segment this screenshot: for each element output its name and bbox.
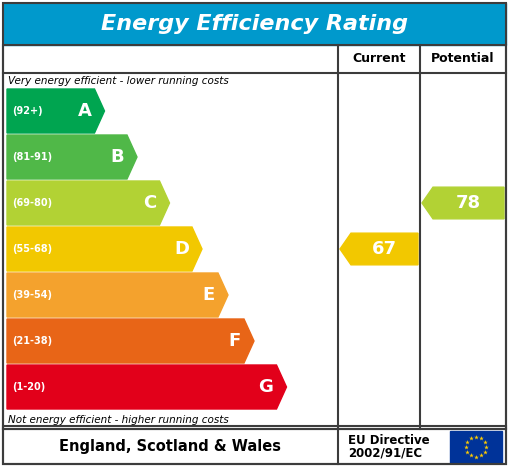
Bar bbox=[3, 45, 506, 429]
Polygon shape bbox=[7, 365, 287, 409]
Text: EU Directive: EU Directive bbox=[348, 434, 430, 447]
Text: (92+): (92+) bbox=[12, 106, 43, 116]
Text: Potential: Potential bbox=[431, 52, 495, 65]
Text: 78: 78 bbox=[456, 194, 481, 212]
Text: (81-91): (81-91) bbox=[12, 152, 52, 162]
Bar bbox=[3, 3, 506, 45]
Text: D: D bbox=[174, 240, 189, 258]
Bar bbox=[450, 431, 502, 462]
Text: England, Scotland & Wales: England, Scotland & Wales bbox=[60, 439, 281, 454]
Polygon shape bbox=[422, 187, 504, 219]
Text: (21-38): (21-38) bbox=[12, 336, 52, 346]
Text: E: E bbox=[203, 286, 215, 304]
Text: Very energy efficient - lower running costs: Very energy efficient - lower running co… bbox=[8, 76, 229, 86]
Bar bbox=[3, 426, 506, 464]
Text: (55-68): (55-68) bbox=[12, 244, 52, 254]
Text: (69-80): (69-80) bbox=[12, 198, 52, 208]
Text: G: G bbox=[259, 378, 273, 396]
Polygon shape bbox=[7, 181, 169, 225]
Polygon shape bbox=[340, 233, 418, 265]
Text: B: B bbox=[110, 148, 124, 166]
Text: A: A bbox=[78, 102, 92, 120]
Text: Current: Current bbox=[352, 52, 406, 65]
Polygon shape bbox=[7, 227, 202, 271]
Text: 67: 67 bbox=[372, 240, 397, 258]
Text: (1-20): (1-20) bbox=[12, 382, 45, 392]
Text: 2002/91/EC: 2002/91/EC bbox=[348, 446, 422, 459]
Text: C: C bbox=[143, 194, 156, 212]
Text: (39-54): (39-54) bbox=[12, 290, 52, 300]
Text: Not energy efficient - higher running costs: Not energy efficient - higher running co… bbox=[8, 415, 229, 425]
Text: F: F bbox=[229, 332, 241, 350]
Polygon shape bbox=[7, 319, 254, 363]
Polygon shape bbox=[7, 273, 228, 317]
Polygon shape bbox=[7, 135, 137, 179]
Polygon shape bbox=[7, 89, 104, 133]
Text: Energy Efficiency Rating: Energy Efficiency Rating bbox=[101, 14, 408, 34]
